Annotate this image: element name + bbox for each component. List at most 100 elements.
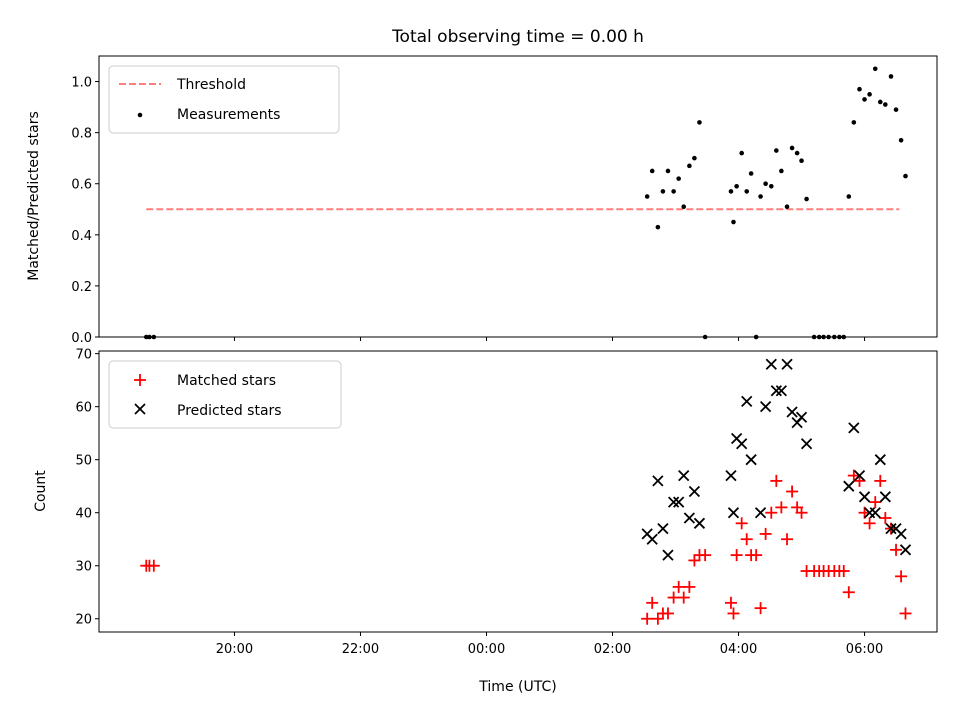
matched-star-point	[735, 517, 748, 530]
predicted-star-point	[869, 507, 881, 519]
x-axis-label: Time (UTC)	[478, 679, 556, 695]
predicted-star-point	[795, 411, 808, 423]
predicted-star-stroke	[853, 469, 866, 482]
measurement-point	[831, 334, 837, 340]
matched-star-point	[147, 559, 160, 572]
predicted-star-point	[759, 401, 772, 413]
y-tick-label: 20	[75, 613, 92, 628]
predicted-star-point	[667, 496, 680, 508]
measurement-point	[862, 97, 867, 102]
matched-star-point	[786, 485, 799, 498]
measurement-point	[846, 194, 852, 199]
measurements-series	[143, 66, 908, 340]
predicted-star-point	[879, 491, 891, 503]
measurement-point	[826, 334, 831, 340]
matched-star-point	[863, 517, 876, 530]
measurement-point	[744, 189, 750, 194]
threshold-legend-label: Threshold	[176, 77, 246, 93]
count-legend: Matched stars Predicted stars	[108, 360, 342, 429]
predicted-star-stroke	[730, 432, 743, 445]
matched-star-point	[895, 570, 908, 583]
measurement-point	[697, 120, 702, 125]
predicted-star-stroke	[667, 496, 680, 508]
measurement-point	[660, 189, 666, 194]
measurement-point	[804, 196, 809, 202]
measurement-point	[851, 120, 857, 125]
predicted-stars-legend-marker	[134, 403, 146, 415]
matched-star-point	[730, 549, 743, 562]
matched-star-point	[667, 591, 680, 604]
predicted-star-point	[741, 395, 753, 408]
predicted-star-stroke	[759, 401, 772, 413]
matched-star-point	[672, 580, 685, 593]
y-tick-label: 0.0	[71, 331, 92, 346]
predicted-star-point	[683, 512, 696, 524]
predicted-star-point	[885, 522, 897, 535]
predicted-star-stroke	[688, 485, 701, 498]
predicted-star-stroke	[775, 385, 788, 397]
matched-stars-series	[140, 469, 912, 625]
measurement-point	[816, 334, 822, 340]
matched-stars-legend-marker	[134, 374, 146, 386]
ratio-legend-box	[108, 65, 340, 134]
predicted-star-stroke	[843, 480, 855, 492]
x-tick-label: 22:00	[342, 642, 379, 657]
measurement-point	[731, 219, 736, 225]
measurement-point	[753, 334, 759, 340]
predicted-star-point	[786, 406, 798, 418]
measurement-point	[649, 168, 655, 174]
measurement-point	[671, 189, 676, 194]
chart-title: Total observing time = 0.00 h	[391, 27, 644, 47]
measurement-point	[739, 150, 744, 156]
measurement-point	[687, 163, 692, 169]
predicted-star-point	[725, 469, 737, 482]
measurement-point	[774, 148, 779, 153]
measurement-point	[665, 168, 671, 174]
matched-star-point	[795, 506, 808, 519]
matched-star-point	[765, 506, 778, 519]
predicted-star-stroke	[673, 496, 685, 508]
x-tick-label: 20:00	[216, 642, 253, 657]
predicted-star-stroke	[657, 522, 669, 535]
predicted-star-stroke	[646, 533, 658, 545]
measurement-point	[883, 102, 888, 107]
measurement-point	[799, 158, 804, 164]
predicted-star-stroke	[745, 454, 757, 466]
predicted-star-stroke	[874, 454, 886, 466]
matched-star-point	[775, 501, 788, 514]
y-tick-label: 0.6	[71, 178, 92, 193]
y-tick-label: 40	[75, 507, 92, 522]
predicted-star-point	[843, 480, 855, 492]
measurement-point	[147, 334, 152, 340]
y-tick-label: 60	[75, 401, 92, 416]
matched-star-point	[899, 607, 912, 620]
count-panel-frame	[98, 350, 938, 633]
matched-star-point	[699, 549, 712, 562]
matched-star-point	[890, 543, 903, 556]
measurement-point	[867, 92, 872, 97]
matched-star-point	[853, 474, 866, 487]
measurement-point	[151, 334, 157, 340]
matched-star-point	[879, 512, 892, 525]
predicted-star-stroke	[765, 358, 777, 370]
ratio-y-axis-label: Matched/Predicted stars	[26, 111, 42, 281]
predicted-star-point	[775, 385, 788, 397]
matched-star-point	[847, 469, 860, 482]
predicted-star-point	[646, 533, 658, 545]
predicted-star-point	[727, 507, 740, 519]
measurement-point	[784, 204, 790, 210]
predicted-star-stroke	[885, 522, 897, 535]
matched-star-point	[646, 596, 659, 609]
matched-star-point	[781, 533, 794, 546]
measurement-point	[748, 171, 754, 176]
predicted-star-stroke	[678, 469, 690, 482]
measurement-point	[872, 66, 878, 72]
predicted-star-point	[895, 528, 907, 540]
measurement-point	[779, 168, 784, 174]
predicted-star-stroke	[869, 507, 881, 519]
predicted-star-point	[874, 454, 886, 466]
predicted-star-point	[754, 507, 767, 519]
predicted-star-stroke	[781, 358, 793, 370]
predicted-star-point	[657, 522, 669, 535]
